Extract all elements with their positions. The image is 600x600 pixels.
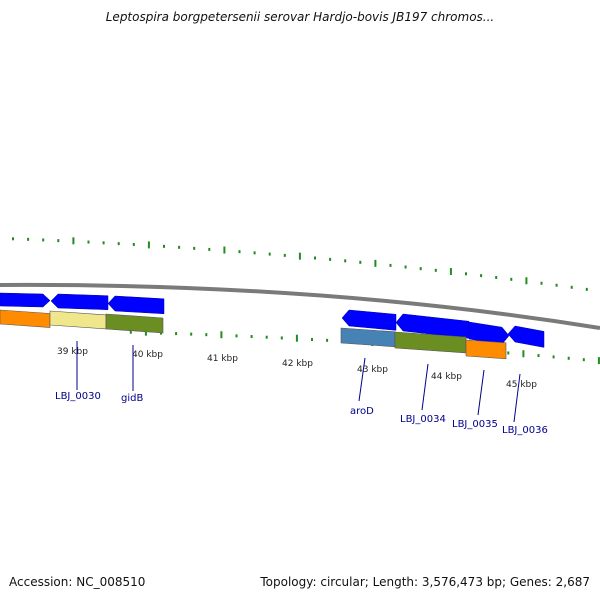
gene-label: gidB — [121, 393, 143, 404]
scale-label: 40 kbp — [132, 350, 163, 360]
scale-label: 43 kbp — [357, 365, 388, 375]
cog-band — [340, 327, 396, 348]
cds-arrow — [468, 321, 510, 345]
gene-label: LBJ_0035 — [452, 419, 498, 430]
gene-leader-line — [421, 363, 429, 411]
scale-label: 45 kbp — [506, 380, 537, 390]
scale-label: 39 kbp — [57, 347, 88, 357]
cds-arrow — [107, 295, 165, 315]
cog-band — [465, 339, 507, 360]
feature-track — [0, 292, 545, 348]
outer-tick-track — [12, 237, 588, 291]
map-title: Leptospira borgpetersenii serovar Hardjo… — [105, 10, 495, 24]
gene-label: LBJ_0034 — [400, 414, 446, 425]
cog-band — [49, 310, 107, 330]
scale-label-track: 39 kbp 40 kbp 41 kbp 42 kbp 43 kbp 44 kbp 45 k… — [57, 347, 537, 390]
topology-summary: Topology: circular; Length: 3,576,473 bp… — [260, 575, 590, 589]
accession-text: Accession: NC_008510 — [9, 575, 146, 589]
gene-label: aroD — [350, 406, 374, 417]
cog-band — [0, 309, 51, 328]
cog-band — [105, 313, 164, 334]
gene-label: LBJ_0030 — [55, 391, 101, 402]
chromosome-backbone — [0, 282, 600, 330]
cog-band-track — [0, 309, 507, 360]
scale-label: 41 kbp — [207, 354, 238, 364]
cds-arrow — [341, 309, 397, 331]
cds-arrow — [50, 293, 109, 310]
gene-leader-line — [477, 369, 485, 416]
scale-label: 42 kbp — [282, 359, 313, 369]
scale-label: 44 kbp — [431, 372, 462, 382]
gene-label-track: LBJ_0030 gidB aroD LBJ_0034 LBJ_0035 LBJ_0036 — [55, 341, 548, 436]
gene-leader-line — [513, 373, 521, 423]
cds-arrow — [507, 325, 545, 348]
gene-label: LBJ_0036 — [502, 425, 548, 436]
gene-leader-line — [358, 357, 366, 402]
cds-arrow — [0, 292, 51, 308]
